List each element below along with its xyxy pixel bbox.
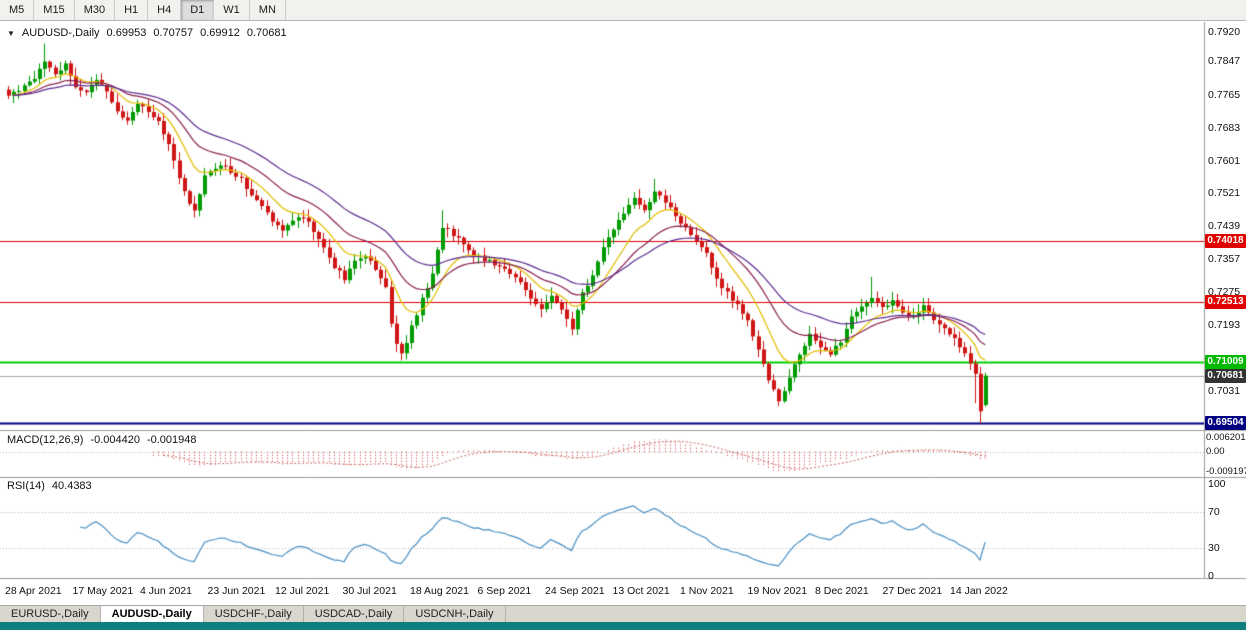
tab-audusd-daily[interactable]: AUDUSD-,Daily [100, 606, 204, 622]
rsi-value: 40.4383 [51, 480, 92, 492]
price-axis-label: 0.7357 [1208, 253, 1241, 266]
rsi-axis-label: 100 [1208, 478, 1226, 490]
ohlc-close-value: 0.70681 [246, 27, 287, 39]
price-axis-label: 0.7920 [1208, 26, 1241, 38]
chart-symbol-label: AUDUSD-,Daily [21, 27, 100, 39]
price-level-badge: 0.70681 [1205, 368, 1246, 383]
price-level-badge: 0.71009 [1205, 355, 1246, 370]
price-level-badge: 0.69504 [1205, 416, 1246, 431]
price-axis-label: 0.7601 [1208, 154, 1241, 167]
price-level-badge: 0.72513 [1205, 294, 1246, 309]
macd-axis-label: 0.006201 [1206, 432, 1246, 443]
price-level-badge: 0.74018 [1205, 234, 1246, 249]
timeframe-toolbar: M5 M15 M30 H1 H4 D1 W1 MN [0, 0, 1246, 21]
tab-usdchf-daily[interactable]: USDCHF-,Daily [204, 606, 304, 622]
ohlc-high-value: 0.70757 [153, 27, 194, 39]
macd-axis-label: -0.009197 [1206, 466, 1246, 477]
price-axis-label: 0.7847 [1208, 55, 1241, 68]
rsi-indicator-label: RSI(14) 40.4383 [7, 480, 92, 492]
macd-axis-label: 0.00 [1206, 445, 1225, 457]
price-axis-label: 0.7031 [1208, 384, 1241, 397]
rsi-name: RSI(14) [7, 480, 45, 492]
macd-main-value: -0.004420 [90, 434, 140, 446]
ohlc-open-value: 0.69953 [106, 27, 147, 39]
symbol-dropdown-icon[interactable]: ▼ [7, 28, 15, 38]
timeframe-mn-button[interactable]: MN [250, 0, 286, 20]
timeframe-w1-button[interactable]: W1 [214, 0, 250, 20]
timeframe-m30-button[interactable]: M30 [75, 0, 116, 20]
timeframe-m15-button[interactable]: M15 [34, 0, 75, 20]
timeframe-h4-button[interactable]: H4 [148, 0, 182, 20]
price-axis-label: 0.7765 [1208, 88, 1241, 101]
price-axis-label: 0.7683 [1208, 121, 1241, 134]
tab-eurusd-daily[interactable]: EURUSD-,Daily [0, 606, 101, 622]
price-axis-label: 0.7193 [1208, 319, 1241, 332]
macd-indicator-label: MACD(12,26,9) -0.004420 -0.001948 [7, 434, 197, 446]
rsi-axis-label: 30 [1208, 542, 1220, 555]
price-axis-label: 0.7439 [1208, 220, 1241, 233]
macd-name: MACD(12,26,9) [7, 434, 84, 446]
ohlc-low-value: 0.69912 [200, 27, 240, 39]
tab-usdcad-daily[interactable]: USDCAD-,Daily [304, 606, 405, 622]
rsi-axis-label: 70 [1208, 505, 1220, 518]
price-axis: 0.7920 0.7847 0.7765 0.7683 0.7601 0.7521 0.74… [1204, 0, 1246, 605]
rsi-axis-label: 0 [1208, 570, 1214, 582]
chart-header: ▼ AUDUSD-,Daily 0.69953 0.70757 0.69912 … [7, 27, 287, 39]
timeframe-m5-button[interactable]: M5 [0, 0, 35, 20]
price-axis-label: 0.7521 [1208, 186, 1241, 199]
macd-signal-value: -0.001948 [146, 434, 197, 446]
chart-tabbar: EURUSD-,Daily AUDUSD-,Daily USDCHF-,Dail… [0, 605, 1246, 622]
timeframe-d1-button[interactable]: D1 [181, 0, 215, 20]
timeframe-h1-button[interactable]: H1 [115, 0, 149, 20]
status-bar [0, 622, 1246, 630]
tab-usdcnh-daily[interactable]: USDCNH-,Daily [404, 606, 506, 622]
